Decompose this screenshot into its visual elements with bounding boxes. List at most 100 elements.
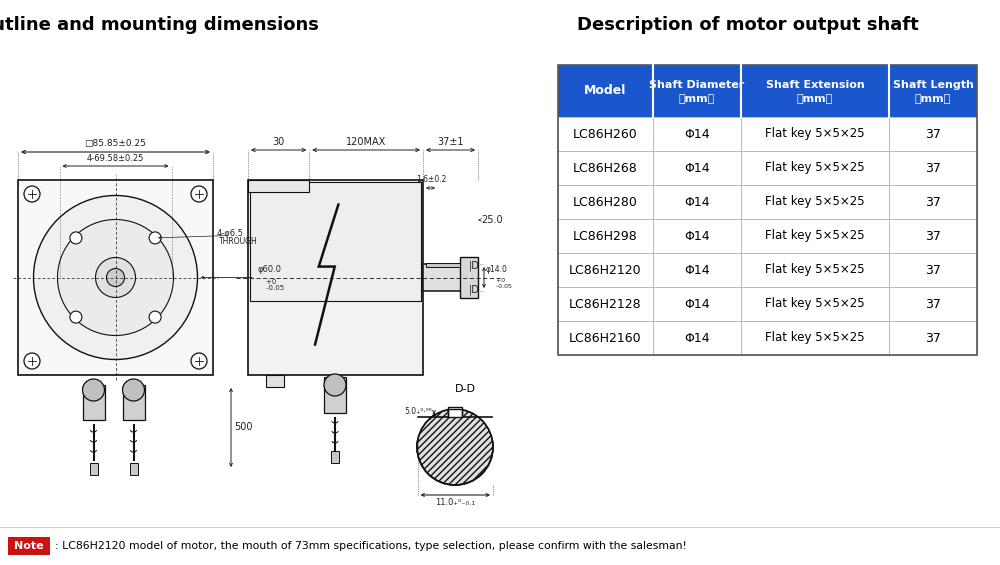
Text: D-D: D-D xyxy=(454,384,476,394)
Bar xyxy=(331,451,339,463)
Text: |D: |D xyxy=(469,284,479,295)
Text: |D: |D xyxy=(469,260,479,271)
Bar xyxy=(18,180,213,375)
Text: 37: 37 xyxy=(925,298,941,311)
Text: Φ14: Φ14 xyxy=(684,263,710,276)
Text: Flat key 5×5×25: Flat key 5×5×25 xyxy=(765,128,865,141)
Polygon shape xyxy=(415,404,495,440)
Bar xyxy=(741,253,889,287)
Text: LC86H2160: LC86H2160 xyxy=(569,332,642,345)
Text: （mm）: （mm） xyxy=(915,94,951,104)
Bar xyxy=(653,65,741,117)
Text: +0: +0 xyxy=(257,280,276,285)
Text: Description of motor output shaft: Description of motor output shaft xyxy=(577,16,919,34)
Bar xyxy=(460,257,478,298)
Text: 11.0₊⁰₋₀.₁: 11.0₊⁰₋₀.₁ xyxy=(435,498,475,507)
Text: 37: 37 xyxy=(925,263,941,276)
Text: 37±1: 37±1 xyxy=(437,137,464,147)
Bar xyxy=(558,151,653,185)
Circle shape xyxy=(417,409,493,485)
Circle shape xyxy=(24,186,40,202)
Bar xyxy=(889,321,977,355)
Text: 5.0₊⁰⋅⁰⁵: 5.0₊⁰⋅⁰⁵ xyxy=(404,406,432,415)
Text: 120MAX: 120MAX xyxy=(346,137,386,147)
Text: ₀: ₀ xyxy=(419,414,432,423)
Text: Φ14: Φ14 xyxy=(684,298,710,311)
Text: Model: Model xyxy=(584,85,627,98)
Bar xyxy=(653,321,741,355)
Text: Shaft Diameter: Shaft Diameter xyxy=(649,80,745,90)
Bar xyxy=(741,65,889,117)
Bar xyxy=(266,375,284,387)
Circle shape xyxy=(324,374,346,396)
Text: LC86H268: LC86H268 xyxy=(573,162,638,175)
Text: Shaft Length: Shaft Length xyxy=(893,80,973,90)
Bar xyxy=(248,180,309,192)
Text: 37: 37 xyxy=(925,229,941,242)
Circle shape xyxy=(122,379,144,401)
Text: 37: 37 xyxy=(925,195,941,208)
Text: □85.85±0.25: □85.85±0.25 xyxy=(85,139,146,148)
Text: LC86H2128: LC86H2128 xyxy=(569,298,642,311)
Bar xyxy=(653,117,741,151)
Circle shape xyxy=(149,232,161,244)
Circle shape xyxy=(96,258,136,298)
Text: Outline and mounting dimensions: Outline and mounting dimensions xyxy=(0,16,319,34)
Bar xyxy=(653,219,741,253)
Text: Shaft Extension: Shaft Extension xyxy=(766,80,864,90)
Text: Flat key 5×5×25: Flat key 5×5×25 xyxy=(765,298,865,311)
Bar xyxy=(122,385,144,420)
Text: Φ14: Φ14 xyxy=(684,195,710,208)
Text: THROUGH: THROUGH xyxy=(219,237,258,246)
Bar xyxy=(558,219,653,253)
Text: Φ14: Φ14 xyxy=(684,332,710,345)
Bar xyxy=(889,151,977,185)
Circle shape xyxy=(34,195,198,359)
Bar xyxy=(741,321,889,355)
Circle shape xyxy=(82,379,104,401)
Text: LC86H280: LC86H280 xyxy=(573,195,638,208)
Bar xyxy=(653,253,741,287)
Text: -0.05: -0.05 xyxy=(257,285,284,292)
Bar xyxy=(558,253,653,287)
Bar xyxy=(248,180,423,375)
Text: LC86H2120: LC86H2120 xyxy=(569,263,642,276)
Text: Note: Note xyxy=(14,541,44,551)
Text: LC86H298: LC86H298 xyxy=(573,229,638,242)
Text: φ60.0: φ60.0 xyxy=(257,264,281,273)
Text: : LC86H2120 model of motor, the mouth of 73mm specifications, type selection, pl: : LC86H2120 model of motor, the mouth of… xyxy=(55,541,687,551)
Circle shape xyxy=(70,232,82,244)
Text: 4-69.58±0.25: 4-69.58±0.25 xyxy=(87,154,144,163)
Bar xyxy=(558,185,653,219)
Text: 4-φ6.5: 4-φ6.5 xyxy=(217,228,244,237)
Bar xyxy=(8,537,50,555)
Bar xyxy=(82,385,104,420)
Text: Flat key 5×5×25: Flat key 5×5×25 xyxy=(765,263,865,276)
Text: Φ14: Φ14 xyxy=(684,229,710,242)
Text: （mm）: （mm） xyxy=(797,94,833,104)
Bar xyxy=(653,287,741,321)
Bar xyxy=(90,463,98,475)
Circle shape xyxy=(191,186,207,202)
Bar xyxy=(889,253,977,287)
Bar xyxy=(558,117,653,151)
Text: φ14.0: φ14.0 xyxy=(486,266,508,275)
Bar xyxy=(653,185,741,219)
Bar xyxy=(324,377,346,413)
Text: 37: 37 xyxy=(925,332,941,345)
Text: 500: 500 xyxy=(234,422,252,432)
Bar xyxy=(889,287,977,321)
Text: Flat key 5×5×25: Flat key 5×5×25 xyxy=(765,162,865,175)
Circle shape xyxy=(70,311,82,323)
Text: Φ14: Φ14 xyxy=(684,128,710,141)
Circle shape xyxy=(149,311,161,323)
Circle shape xyxy=(58,219,174,336)
Bar xyxy=(423,264,478,291)
Bar xyxy=(889,219,977,253)
Bar xyxy=(741,287,889,321)
Bar xyxy=(889,117,977,151)
Bar xyxy=(558,321,653,355)
Text: 37: 37 xyxy=(925,162,941,175)
Bar xyxy=(130,463,138,475)
Bar xyxy=(741,151,889,185)
